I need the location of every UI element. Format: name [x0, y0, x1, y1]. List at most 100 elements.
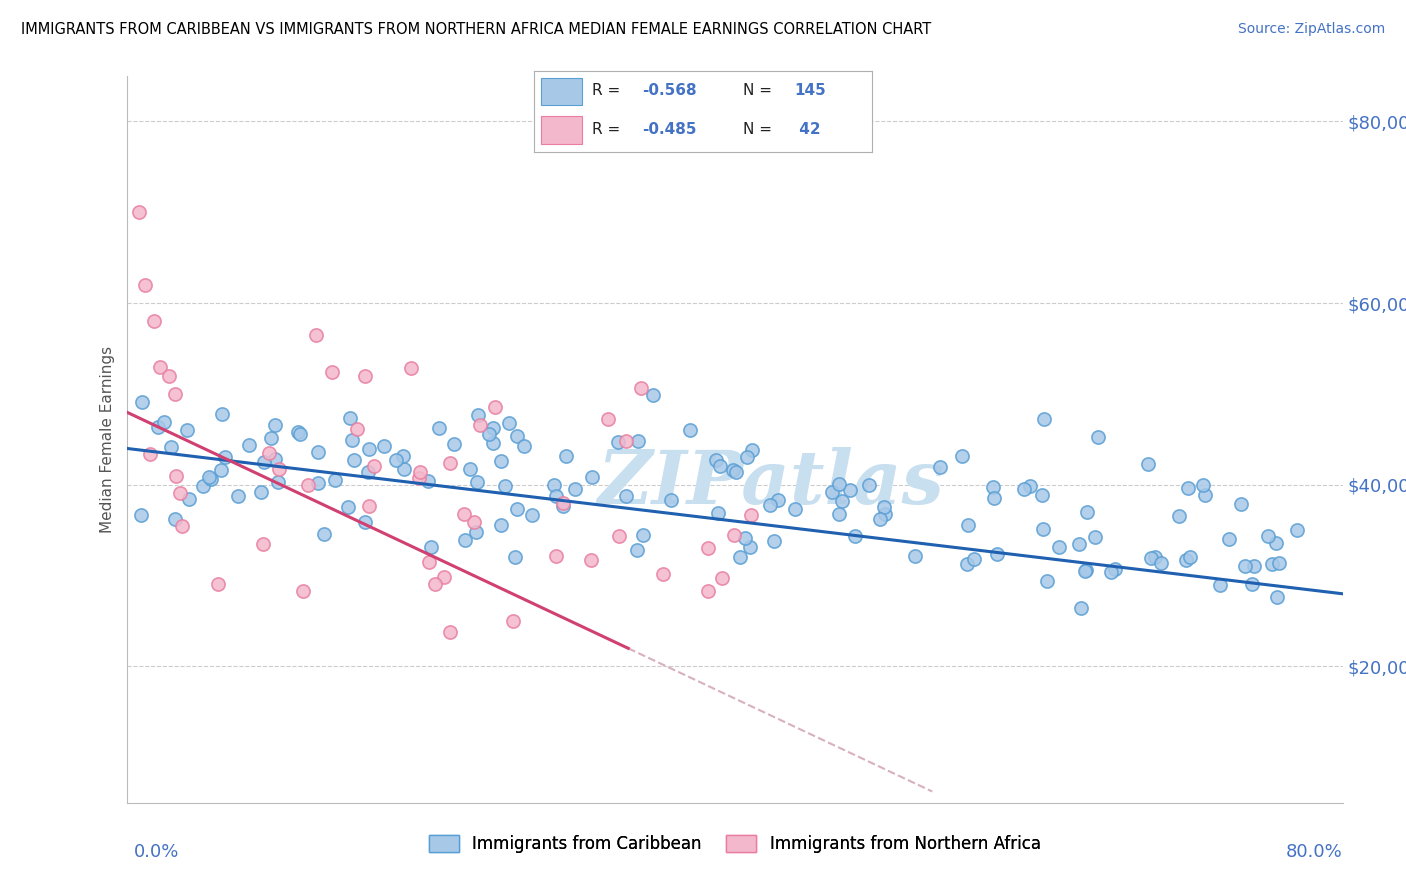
- Point: [269, 462, 291, 476]
- Text: IMMIGRANTS FROM CARIBBEAN VS IMMIGRANTS FROM NORTHERN AFRICA MEDIAN FEMALE EARNI: IMMIGRANTS FROM CARIBBEAN VS IMMIGRANTS …: [21, 22, 931, 37]
- Point: [709, 458, 731, 473]
- Point: [359, 442, 381, 457]
- Point: [238, 437, 260, 451]
- Point: [211, 407, 233, 421]
- Point: [385, 453, 408, 467]
- Point: [768, 493, 790, 508]
- Point: [1087, 430, 1109, 444]
- Point: [458, 462, 481, 476]
- Point: [839, 483, 862, 497]
- Point: [513, 439, 536, 453]
- Point: [494, 479, 516, 493]
- Point: [581, 470, 603, 484]
- Point: [875, 508, 897, 522]
- Point: [546, 549, 568, 563]
- Point: [627, 434, 650, 449]
- Point: [963, 551, 986, 566]
- Point: [1070, 600, 1092, 615]
- Point: [728, 549, 751, 564]
- Point: [704, 453, 727, 467]
- Point: [433, 570, 456, 584]
- Point: [1261, 558, 1284, 572]
- Point: [200, 472, 222, 486]
- Point: [706, 506, 728, 520]
- Point: [614, 489, 637, 503]
- Legend: Immigrants from Caribbean, Immigrants from Northern Africa: Immigrants from Caribbean, Immigrants fr…: [422, 829, 1047, 860]
- Point: [443, 437, 465, 451]
- Point: [785, 501, 807, 516]
- Point: [723, 528, 745, 542]
- Point: [305, 327, 328, 342]
- Point: [1019, 479, 1042, 493]
- Point: [163, 512, 186, 526]
- Point: [503, 549, 526, 564]
- Point: [1036, 574, 1059, 589]
- Point: [741, 443, 763, 458]
- Point: [198, 470, 221, 484]
- Point: [827, 477, 849, 491]
- Point: [481, 421, 503, 435]
- Point: [986, 547, 1008, 561]
- Point: [339, 410, 361, 425]
- Point: [596, 412, 619, 426]
- Text: 80.0%: 80.0%: [1286, 843, 1343, 861]
- Text: R =: R =: [592, 83, 620, 98]
- Point: [696, 584, 718, 599]
- Point: [418, 555, 440, 569]
- Point: [464, 525, 486, 540]
- Point: [1174, 552, 1197, 566]
- Point: [307, 445, 329, 459]
- Point: [1177, 481, 1199, 495]
- Point: [1076, 505, 1098, 519]
- Point: [425, 577, 447, 591]
- Point: [607, 529, 630, 543]
- Point: [983, 491, 1005, 505]
- Point: [1143, 550, 1166, 565]
- Point: [177, 491, 200, 506]
- Point: [292, 583, 315, 598]
- Point: [321, 366, 343, 380]
- Point: [1168, 509, 1191, 524]
- Point: [1178, 549, 1201, 564]
- Point: [478, 426, 501, 441]
- Point: [169, 485, 191, 500]
- Point: [762, 533, 785, 548]
- Point: [373, 438, 395, 452]
- Point: [363, 459, 385, 474]
- Point: [354, 369, 377, 384]
- Point: [551, 499, 574, 513]
- Point: [416, 474, 439, 488]
- Point: [314, 527, 336, 541]
- Point: [858, 478, 880, 492]
- Point: [520, 508, 543, 523]
- Point: [392, 462, 415, 476]
- Point: [153, 415, 176, 429]
- Point: [554, 449, 576, 463]
- Point: [337, 500, 360, 515]
- Point: [297, 478, 319, 492]
- Point: [929, 459, 952, 474]
- Point: [357, 465, 380, 479]
- Point: [1230, 497, 1253, 511]
- FancyBboxPatch shape: [541, 116, 582, 144]
- Text: ZIPatlas: ZIPatlas: [598, 447, 945, 519]
- Point: [502, 614, 524, 628]
- Point: [506, 429, 529, 443]
- Point: [463, 515, 485, 529]
- Point: [957, 518, 980, 533]
- Point: [606, 434, 628, 449]
- Point: [250, 485, 273, 500]
- Point: [1033, 411, 1056, 425]
- Point: [172, 518, 194, 533]
- Point: [165, 387, 187, 401]
- Point: [489, 517, 512, 532]
- Point: [391, 449, 413, 463]
- Point: [323, 473, 346, 487]
- Point: [1031, 488, 1053, 502]
- Point: [630, 381, 652, 395]
- Point: [1241, 577, 1264, 591]
- Point: [614, 434, 637, 448]
- Point: [828, 508, 851, 522]
- Y-axis label: Median Female Earnings: Median Female Earnings: [100, 346, 115, 533]
- Point: [1234, 558, 1257, 573]
